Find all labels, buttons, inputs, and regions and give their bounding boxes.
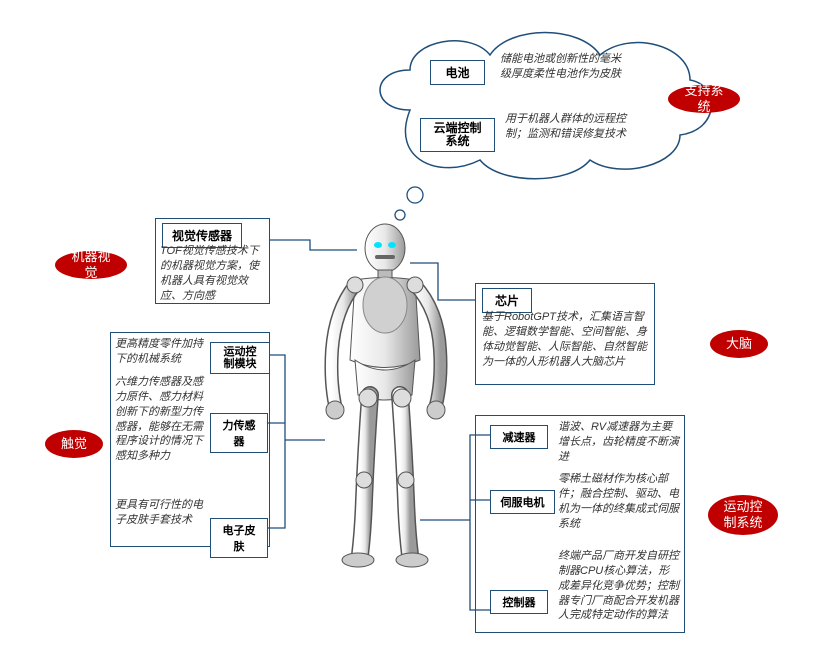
chip-desc: 基于RobotGPT技术，汇集语言智能、逻辑数学智能、空间智能、身体动觉智能、人… bbox=[482, 310, 650, 369]
eskin-desc: 更具有可行性的电子皮肤手套技术 bbox=[115, 498, 205, 528]
eskin-box: 电子皮肤 bbox=[210, 518, 268, 558]
vision-sensor-desc: TOF视觉传感技术下的机器视觉方案，使机器人具有视觉效应、方向感 bbox=[160, 244, 268, 303]
force-sensor-box: 力传感器 bbox=[210, 413, 268, 453]
cloud-ctrl-desc: 用于机器人群体的远程控制；监测和错误修复技术 bbox=[505, 112, 635, 142]
reducer-box: 减速器 bbox=[490, 425, 548, 449]
servo-box: 伺服电机 bbox=[490, 490, 555, 514]
cloud-ctrl-box: 云端控制系统 bbox=[420, 118, 495, 152]
thought-cloud bbox=[360, 20, 720, 190]
battery-box: 电池 bbox=[430, 60, 485, 85]
battery-desc: 储能电池或创新性的毫米级厚度柔性电池作为皮肤 bbox=[500, 52, 630, 82]
vision-badge: 机器视觉 bbox=[55, 251, 127, 279]
motion-badge: 运动控制系统 bbox=[708, 495, 778, 535]
motion-module-desc: 更高精度零件加持下的机械系统 bbox=[115, 337, 205, 367]
support-badge: 支持系统 bbox=[668, 85, 740, 113]
motion-module-box: 运动控制模块 bbox=[210, 342, 270, 374]
force-sensor-desc: 六维力传感器及感力原件、感力材料创新下的新型力传感器，能够在无需程序设计的情况下… bbox=[115, 375, 205, 464]
reducer-desc: 谐波、RV减速器为主要增长点，齿轮精度不断演进 bbox=[558, 420, 680, 465]
controller-box: 控制器 bbox=[490, 590, 548, 614]
robot-figure bbox=[300, 220, 470, 570]
touch-badge: 触觉 bbox=[45, 430, 103, 458]
brain-badge: 大脑 bbox=[710, 330, 768, 358]
controller-desc: 终端产品厂商开发自研控制器CPU核心算法，形成差异化竞争优势；控制器专门厂商配合… bbox=[558, 549, 680, 623]
servo-desc: 零稀土磁材作为核心部件；融合控制、驱动、电机为一体的终集成式伺服系统 bbox=[558, 472, 680, 531]
